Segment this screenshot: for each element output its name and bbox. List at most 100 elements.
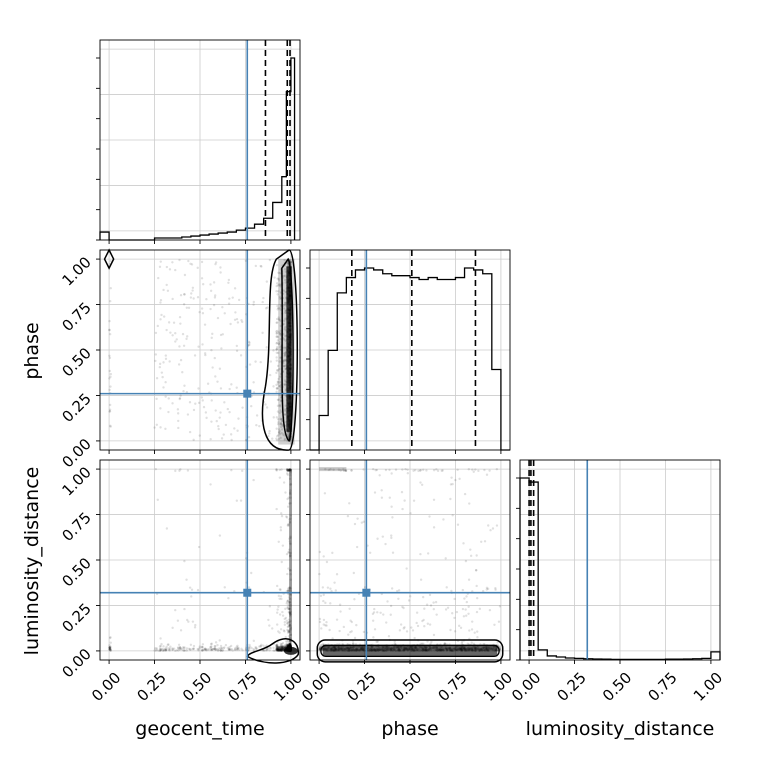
scatter-point <box>278 631 281 634</box>
scatter-point <box>174 469 177 473</box>
scatter-point <box>279 319 282 322</box>
scatter-point <box>108 648 111 651</box>
scatter-point <box>179 294 183 297</box>
scatter-point <box>233 648 237 651</box>
scatter-point <box>283 346 287 349</box>
scatter-point <box>286 589 290 593</box>
scatter-point <box>272 649 275 652</box>
scatter-point <box>268 258 272 262</box>
scatter-point <box>205 297 208 301</box>
scatter-point <box>108 369 111 373</box>
scatter-point <box>275 507 278 511</box>
scatter-point <box>329 587 332 590</box>
scatter-point <box>289 578 292 581</box>
scatter-point <box>280 646 284 650</box>
scatter-point <box>498 605 502 608</box>
scatter-point <box>241 469 244 473</box>
scatter-point <box>278 649 281 652</box>
scatter-point <box>476 630 479 633</box>
scatter-point <box>275 351 278 354</box>
scatter-point <box>463 597 466 600</box>
scatter-point <box>278 332 282 336</box>
scatter-point <box>221 305 224 309</box>
scatter-point <box>191 620 195 623</box>
scatter-point <box>279 422 282 426</box>
scatter-point <box>276 649 280 652</box>
scatter-point <box>283 354 287 357</box>
scatter-point <box>287 469 291 472</box>
scatter-point <box>174 268 177 272</box>
scatter-point <box>235 645 238 649</box>
y-tick-label-phase: 0.25 <box>58 390 94 426</box>
scatter-point <box>277 647 280 651</box>
scatter-point <box>285 600 289 603</box>
scatter-point <box>284 491 287 494</box>
scatter-point <box>200 645 204 649</box>
scatter-point <box>192 647 195 650</box>
x-tick-label-phase: 1.00 <box>480 669 516 705</box>
scatter-point <box>289 642 292 646</box>
scatter-point <box>230 383 233 386</box>
scatter-point <box>282 338 286 341</box>
scatter-point <box>281 423 284 426</box>
scatter-point <box>279 645 283 649</box>
scatter-point <box>187 647 191 650</box>
scatter-point <box>282 289 286 292</box>
scatter-point <box>470 620 474 623</box>
scatter-point <box>288 431 291 434</box>
scatter-point <box>371 467 375 471</box>
scatter-point <box>217 648 220 652</box>
y-tick-label-luminosity_distance: 0.75 <box>58 509 94 545</box>
scatter-point <box>218 534 222 537</box>
scatter-point <box>216 380 219 383</box>
scatter-point <box>282 646 285 649</box>
scatter-point <box>156 324 159 328</box>
scatter-point <box>235 317 239 321</box>
scatter-point <box>277 421 280 424</box>
scatter-point <box>193 354 197 357</box>
panel-frame <box>519 459 721 661</box>
scatter-point <box>154 353 158 356</box>
x-tick-label-luminosity_distance: 0.00 <box>508 669 544 705</box>
scatter-point <box>214 261 218 264</box>
scatter-point <box>286 643 290 647</box>
scatter-point <box>108 354 111 357</box>
scatter-point <box>235 648 239 651</box>
scatter-point <box>190 595 193 598</box>
scatter-point <box>160 371 164 374</box>
scatter-point <box>276 647 280 650</box>
scatter-point <box>390 534 393 537</box>
scatter-point <box>279 645 282 648</box>
scatter-point <box>285 644 289 648</box>
scatter-point <box>280 512 283 515</box>
scatter-point <box>277 649 280 652</box>
scatter-point <box>248 343 251 347</box>
scatter-point <box>234 311 237 314</box>
scatter-point <box>218 367 222 370</box>
scatter-point <box>387 634 391 638</box>
scatter-point <box>154 331 158 335</box>
scatter-point <box>281 544 285 547</box>
scatter-point <box>178 396 182 400</box>
scatter-point <box>185 649 189 652</box>
scatter-point <box>279 329 282 332</box>
scatter-point <box>286 431 290 435</box>
scatter-point <box>181 371 184 374</box>
scatter-point <box>282 433 285 436</box>
scatter-point <box>284 281 287 284</box>
scatter-point <box>275 371 278 375</box>
scatter-point <box>279 649 283 652</box>
scatter-point <box>205 649 208 652</box>
scatter-point <box>288 492 292 495</box>
scatter-point <box>192 297 195 300</box>
scatter-point <box>279 308 282 311</box>
scatter-point <box>191 289 194 292</box>
scatter-point <box>288 604 291 608</box>
panel-geocent_time-vs-geocent_time <box>96 39 301 244</box>
scatter-point <box>258 424 261 428</box>
scatter-point <box>289 469 292 472</box>
scatter-point <box>275 347 279 351</box>
scatter-point <box>262 644 265 647</box>
x-axis-label-geocent-time: geocent_time <box>135 718 264 740</box>
scatter-point <box>183 292 186 296</box>
